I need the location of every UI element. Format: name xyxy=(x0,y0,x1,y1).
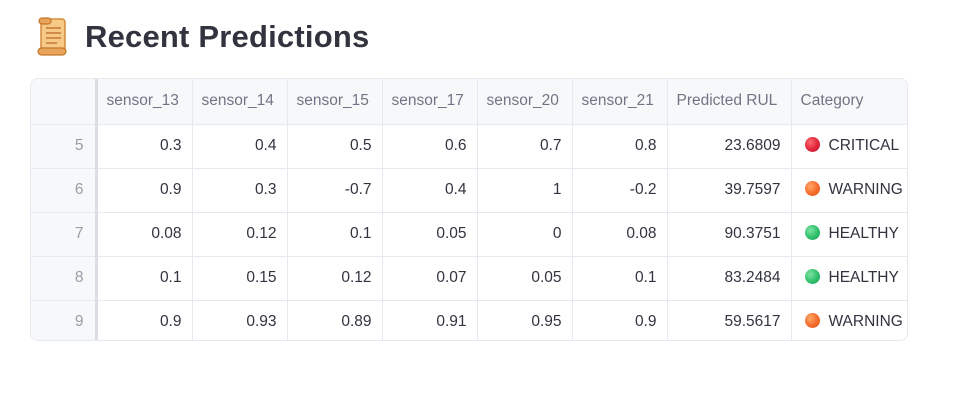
cell-sensor-20[interactable]: 0 xyxy=(477,212,573,257)
column-header-sensor-21[interactable]: sensor_21 xyxy=(572,79,668,125)
cell-sensor-13[interactable]: 0.08 xyxy=(96,212,193,257)
row-index: 7 xyxy=(31,212,98,257)
column-header-sensor-17[interactable]: sensor_17 xyxy=(382,79,478,125)
orange-circle-icon xyxy=(804,313,820,329)
cell-sensor-17[interactable]: 0.07 xyxy=(382,256,478,301)
table-row[interactable]: 6 0.9 0.3 -0.7 0.4 1 -0.2 39.7597 WARNIN… xyxy=(31,168,907,213)
category-label: HEALTHY xyxy=(828,225,899,242)
column-header-sensor-20[interactable]: sensor_20 xyxy=(477,79,573,125)
row-index: 9 xyxy=(31,300,98,340)
cell-predicted-rul[interactable]: 23.6809 xyxy=(667,124,792,169)
column-header-category[interactable]: Category xyxy=(791,79,907,125)
cell-category[interactable]: WARNING xyxy=(791,168,907,213)
table-row[interactable]: 9 0.9 0.93 0.89 0.91 0.95 0.9 59.5617 WA… xyxy=(31,300,907,340)
cell-category[interactable]: WARNING xyxy=(791,300,907,340)
red-circle-icon xyxy=(804,137,820,152)
table-row[interactable]: 5 0.3 0.4 0.5 0.6 0.7 0.8 23.6809 CRITIC… xyxy=(31,124,907,169)
cell-sensor-14[interactable]: 0.4 xyxy=(192,124,288,169)
cell-category[interactable]: CRITICAL xyxy=(791,124,907,169)
cell-sensor-14[interactable]: 0.93 xyxy=(192,300,288,340)
column-header-sensor-14[interactable]: sensor_14 xyxy=(192,79,288,125)
category-label: HEALTHY xyxy=(828,269,899,286)
cell-predicted-rul[interactable]: 59.5617 xyxy=(667,300,792,340)
cell-sensor-17[interactable]: 0.4 xyxy=(382,168,478,213)
cell-sensor-15[interactable]: 0.89 xyxy=(287,300,383,340)
cell-sensor-21[interactable]: -0.2 xyxy=(572,168,668,213)
cell-sensor-17[interactable]: 0.05 xyxy=(382,212,478,257)
cell-sensor-13[interactable]: 0.9 xyxy=(96,300,193,340)
column-header-sensor-15[interactable]: sensor_15 xyxy=(287,79,383,125)
page-title: Recent Predictions xyxy=(85,19,370,54)
cell-sensor-15[interactable]: -0.7 xyxy=(287,168,383,213)
cell-sensor-14[interactable]: 0.12 xyxy=(192,212,288,257)
page-header: Recent Predictions xyxy=(35,16,369,58)
cell-predicted-rul[interactable]: 90.3751 xyxy=(667,212,792,257)
column-header-predicted-rul[interactable]: Predicted RUL xyxy=(667,79,792,125)
cell-predicted-rul[interactable]: 39.7597 xyxy=(667,168,792,213)
category-label: CRITICAL xyxy=(828,137,900,154)
cell-sensor-20[interactable]: 0.7 xyxy=(477,124,573,169)
cell-sensor-20[interactable]: 0.95 xyxy=(477,300,573,340)
cell-sensor-17[interactable]: 0.91 xyxy=(382,300,478,340)
cell-sensor-21[interactable]: 0.9 xyxy=(572,300,668,340)
table-row[interactable]: 8 0.1 0.15 0.12 0.07 0.05 0.1 83.2484 HE… xyxy=(31,256,907,301)
cell-sensor-21[interactable]: 0.08 xyxy=(572,212,668,257)
cell-sensor-14[interactable]: 0.15 xyxy=(192,256,288,301)
cell-category[interactable]: HEALTHY xyxy=(791,212,907,257)
cell-category[interactable]: HEALTHY xyxy=(791,256,907,301)
cell-sensor-13[interactable]: 0.1 xyxy=(96,256,193,301)
scroll-icon xyxy=(35,17,71,57)
cell-sensor-15[interactable]: 0.1 xyxy=(287,212,383,257)
orange-circle-icon xyxy=(804,181,820,196)
category-label: WARNING xyxy=(828,313,903,331)
cell-sensor-13[interactable]: 0.9 xyxy=(96,168,193,213)
green-circle-icon xyxy=(804,269,820,284)
cell-sensor-20[interactable]: 0.05 xyxy=(477,256,573,301)
cell-sensor-15[interactable]: 0.12 xyxy=(287,256,383,301)
row-index: 6 xyxy=(31,168,98,213)
cell-sensor-17[interactable]: 0.6 xyxy=(382,124,478,169)
cell-sensor-14[interactable]: 0.3 xyxy=(192,168,288,213)
cell-sensor-21[interactable]: 0.1 xyxy=(572,256,668,301)
column-header-sensor-13[interactable]: sensor_13 xyxy=(96,79,193,125)
cell-sensor-21[interactable]: 0.8 xyxy=(572,124,668,169)
row-index: 5 xyxy=(31,124,98,169)
cell-sensor-15[interactable]: 0.5 xyxy=(287,124,383,169)
predictions-table[interactable]: sensor_13 sensor_14 sensor_15 sensor_17 … xyxy=(30,78,908,341)
table-row[interactable]: 7 0.08 0.12 0.1 0.05 0 0.08 90.3751 HEAL… xyxy=(31,212,907,257)
row-index: 8 xyxy=(31,256,98,301)
green-circle-icon xyxy=(804,225,820,240)
table-header-row: sensor_13 sensor_14 sensor_15 sensor_17 … xyxy=(31,79,907,125)
cell-sensor-13[interactable]: 0.3 xyxy=(96,124,193,169)
category-label: WARNING xyxy=(828,181,903,198)
cell-predicted-rul[interactable]: 83.2484 xyxy=(667,256,792,301)
cell-sensor-20[interactable]: 1 xyxy=(477,168,573,213)
column-header-index[interactable] xyxy=(31,79,98,125)
